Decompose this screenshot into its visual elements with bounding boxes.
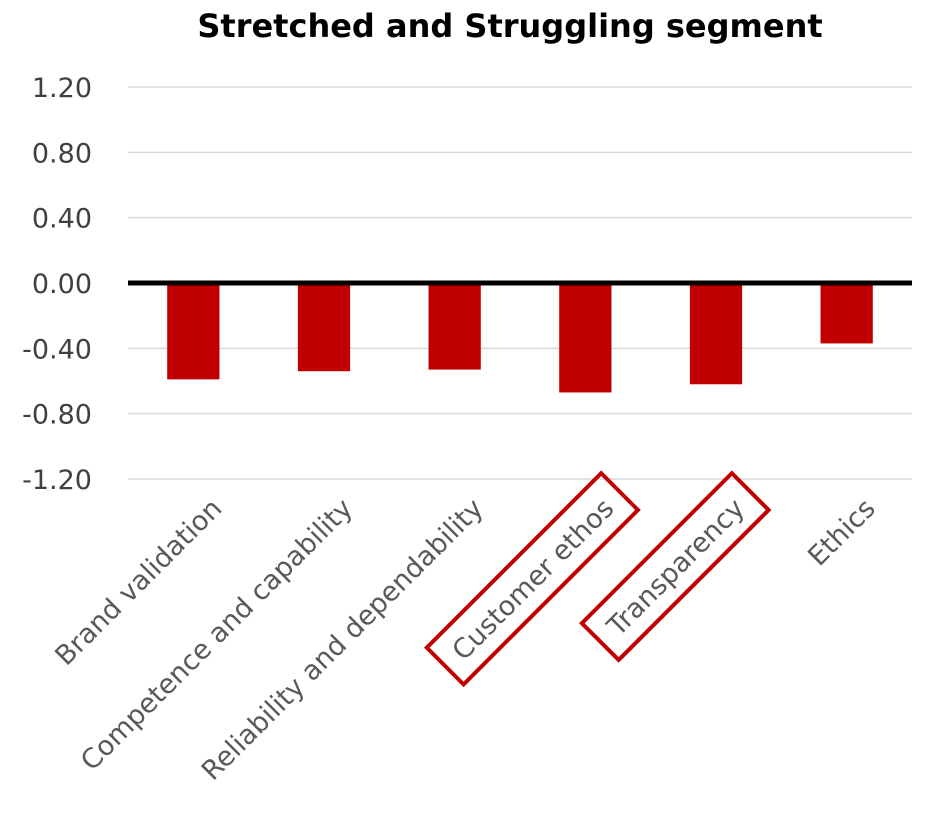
x-category-label: Ethics — [802, 493, 881, 572]
bar — [820, 283, 873, 344]
grid-lines — [128, 86, 912, 480]
category-label-group: Competence and capability — [75, 493, 359, 777]
bars — [167, 283, 873, 393]
y-tick-label: 0.40 — [32, 204, 92, 235]
bar — [689, 283, 743, 385]
bar — [167, 283, 220, 380]
highlight-box — [579, 470, 772, 663]
y-axis-tick-labels: 1.20 0.80 0.40 0.00 -0.40 -0.80 -1.20 — [22, 73, 92, 496]
y-tick-label: 0.80 — [32, 138, 92, 169]
y-tick-label: -0.80 — [22, 400, 92, 431]
chart-title: Stretched and Struggling segment — [197, 7, 822, 45]
y-tick-label: -1.20 — [22, 465, 92, 496]
y-tick-label: 1.20 — [32, 73, 92, 104]
category-label-group: Reliability and dependability — [196, 493, 490, 787]
x-category-label: Reliability and dependability — [196, 493, 490, 787]
y-tick-label: 0.00 — [32, 269, 92, 300]
category-label-group: Ethics — [802, 493, 881, 572]
bar — [428, 283, 481, 370]
x-category-label: Competence and capability — [75, 493, 359, 777]
y-tick-label: -0.40 — [22, 334, 92, 365]
bar — [559, 283, 612, 393]
bar — [297, 283, 351, 372]
x-category-label: Transparency — [601, 493, 751, 643]
highlight-box — [423, 470, 641, 688]
category-label-group: Transparency — [579, 470, 772, 663]
